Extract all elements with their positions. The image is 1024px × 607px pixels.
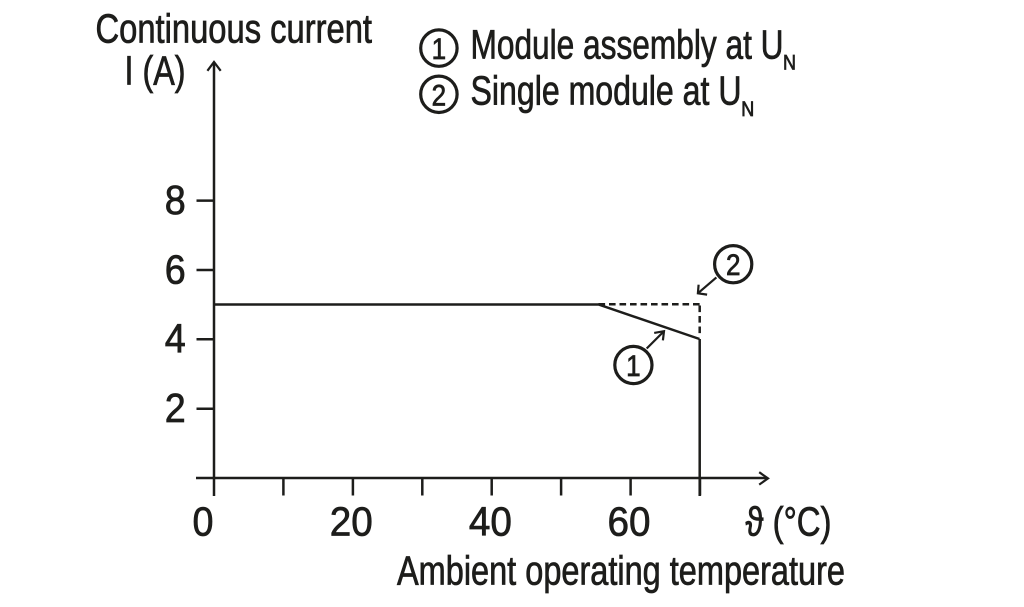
svg-text:N: N — [741, 98, 754, 121]
svg-text:20: 20 — [330, 499, 373, 545]
svg-text:1: 1 — [626, 350, 641, 383]
svg-text:I (A): I (A) — [125, 47, 186, 93]
svg-text:6: 6 — [165, 246, 186, 292]
svg-text:2: 2 — [726, 249, 741, 282]
svg-text:2: 2 — [165, 385, 186, 431]
svg-text:4: 4 — [165, 316, 186, 362]
svg-text:N: N — [783, 52, 796, 75]
svg-text:Module assembly at U: Module assembly at U — [471, 21, 784, 67]
svg-text:8: 8 — [165, 177, 186, 223]
svg-text:40: 40 — [469, 499, 512, 545]
svg-text:1: 1 — [432, 33, 447, 66]
svg-text:0: 0 — [193, 499, 214, 545]
svg-text:Ambient operating temperature: Ambient operating temperature — [397, 547, 845, 593]
svg-text:60: 60 — [608, 499, 651, 545]
svg-text:2: 2 — [432, 79, 447, 112]
svg-text:Single module at U: Single module at U — [471, 68, 742, 114]
svg-text:Continuous current: Continuous current — [96, 5, 373, 51]
svg-text:ϑ (°C): ϑ (°C) — [746, 499, 832, 545]
